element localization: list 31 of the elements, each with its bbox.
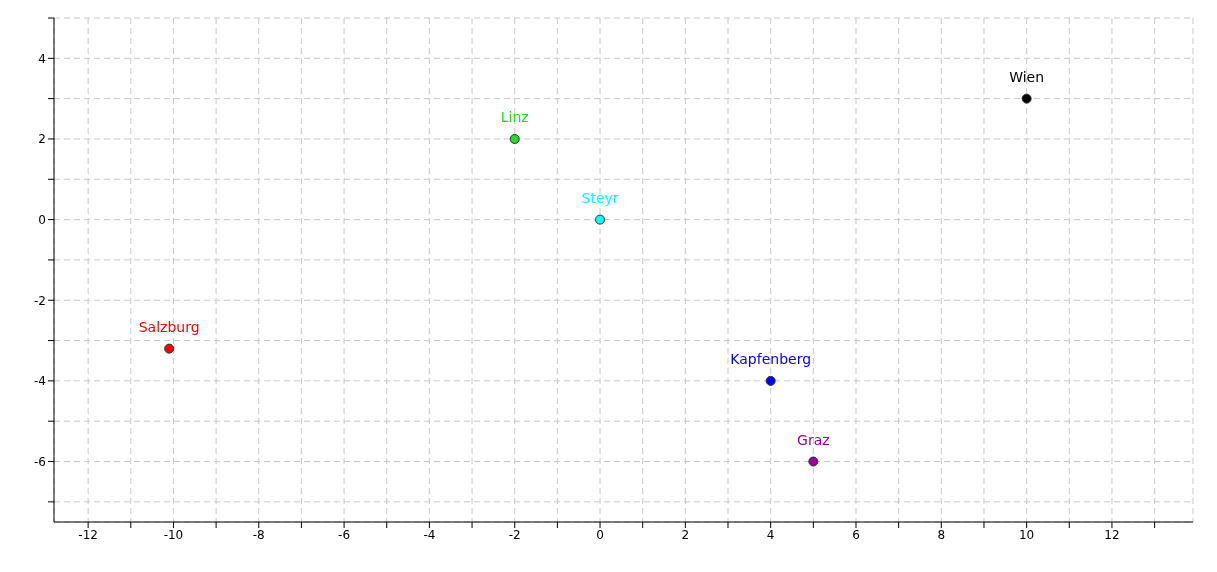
x-tick-label: -6 [338, 527, 351, 542]
y-tick-label: -6 [34, 454, 46, 469]
series-label: Kapfenberg [730, 351, 812, 368]
x-tick-label: -4 [423, 527, 436, 542]
point [164, 343, 175, 354]
x-tick-label: -10 [163, 527, 184, 542]
x-tick-label: -12 [78, 527, 98, 542]
point [595, 214, 606, 225]
y-tick-label: -2 [34, 293, 46, 308]
series-label: Graz [797, 432, 830, 449]
series-label: Wien [1009, 69, 1045, 86]
x-tick-label: -8 [252, 527, 265, 542]
y-tick-label: 2 [38, 132, 46, 147]
x-tick-label: 8 [937, 527, 946, 542]
series-label: Linz [500, 109, 529, 126]
point [808, 456, 819, 467]
x-tick-label: 2 [681, 527, 690, 542]
x-tick-label: 4 [766, 527, 775, 542]
x-tick-label: 6 [852, 527, 860, 542]
x-tick-label: 12 [1104, 527, 1120, 542]
y-tick-label: -4 [34, 374, 46, 389]
y-tick-label: 0 [38, 212, 46, 227]
point [509, 133, 520, 144]
x-tick-label: 0 [596, 527, 604, 542]
x-tick-label: -2 [508, 527, 521, 542]
series-label: Salzburg [138, 319, 200, 336]
point [1021, 93, 1032, 104]
series-label: Steyr [581, 190, 619, 207]
point [765, 375, 776, 386]
x-tick-label: 10 [1018, 527, 1035, 542]
y-tick-label: 4 [38, 51, 46, 66]
